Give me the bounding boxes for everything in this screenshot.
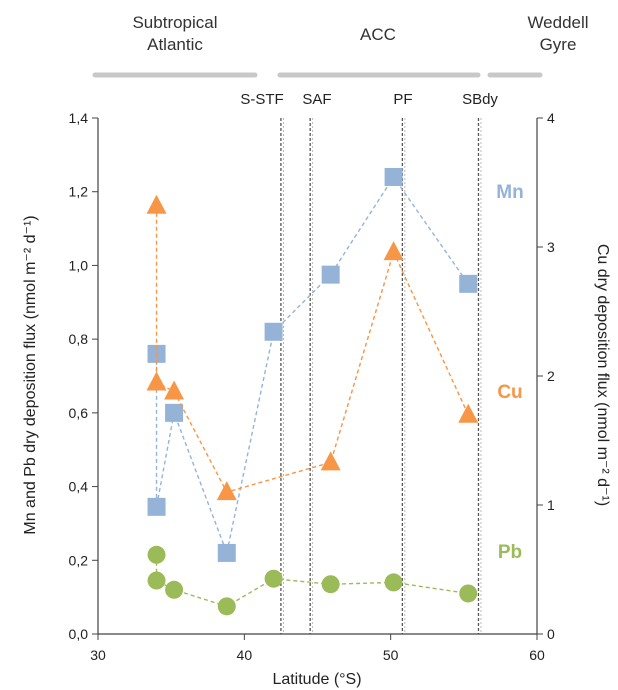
region-label: Gyre xyxy=(540,35,577,54)
pb-point xyxy=(459,584,478,603)
right-y-tick-label: 0 xyxy=(547,626,555,642)
left-y-tick-label: 1,2 xyxy=(69,184,89,200)
mn-point xyxy=(459,274,478,293)
pb-series-label: Pb xyxy=(498,542,522,563)
x-axis-title: Latitude (°S) xyxy=(272,671,361,688)
front-label-saf: SAF xyxy=(302,91,331,108)
cu-point xyxy=(383,241,404,261)
mn-point xyxy=(217,543,236,562)
left-y-tick-label: 1,4 xyxy=(69,110,89,126)
region-label: ACC xyxy=(360,25,396,44)
cu-line xyxy=(155,205,469,493)
mn-point xyxy=(147,497,166,516)
cu-point xyxy=(146,194,167,214)
right-y-axis-title: Cu dry deposition flux (nmol m⁻² d⁻¹) xyxy=(594,244,611,506)
pb-point xyxy=(264,569,283,588)
region-headers: Subtropical Atlantic ACC Weddell Gyre xyxy=(92,13,589,78)
x-tick-label: 60 xyxy=(529,647,545,663)
cu-point xyxy=(216,481,237,501)
cu-point xyxy=(320,451,341,471)
x-tick-label: 40 xyxy=(237,647,253,663)
front-label-s-stf: S-STF xyxy=(240,91,283,108)
front-label-pf: PF xyxy=(393,91,412,108)
axes: 0,0 0,2 0,4 0,6 0,8 1,0 1,2 1,4 0 1 2 3 4 30 40 50 60 xyxy=(69,110,555,663)
left-y-tick-label: 0,8 xyxy=(69,331,89,347)
cu-point xyxy=(146,371,167,391)
cu-point xyxy=(164,380,185,400)
front-label-sbdy: SBdy xyxy=(462,91,498,108)
mn-line xyxy=(155,175,469,556)
right-y-tick-label: 1 xyxy=(547,497,555,513)
left-y-tick-label: 1,0 xyxy=(69,257,89,273)
mn-point xyxy=(384,167,403,186)
region-label: Atlantic xyxy=(147,35,203,54)
pb-point xyxy=(321,575,340,594)
mn-point xyxy=(321,265,340,284)
region-label: Weddell xyxy=(527,13,588,32)
left-y-tick-label: 0,0 xyxy=(69,626,89,642)
data-series: Mn Cu Pb xyxy=(146,167,524,616)
mn-point xyxy=(264,322,283,341)
left-y-tick-label: 0,6 xyxy=(69,405,89,421)
right-y-tick-label: 4 xyxy=(547,110,555,126)
right-y-tick-label: 3 xyxy=(547,239,555,255)
left-y-tick-label: 0,4 xyxy=(69,479,89,495)
left-y-tick-label: 0,2 xyxy=(69,552,89,568)
region-label: Subtropical xyxy=(132,13,217,32)
mn-point xyxy=(165,403,184,422)
mn-series-label: Mn xyxy=(496,182,523,203)
front-lines: S-STF SAF PF SBdy xyxy=(240,91,498,634)
left-y-axis-title: Mn and Pb dry deposition flux (nmol m⁻² … xyxy=(22,215,39,534)
x-tick-label: 30 xyxy=(90,647,106,663)
cu-series-label: Cu xyxy=(497,382,522,403)
pb-point xyxy=(165,580,184,599)
cu-point xyxy=(458,403,479,423)
pb-point xyxy=(384,573,403,592)
right-y-tick-label: 2 xyxy=(547,368,555,384)
pb-point xyxy=(147,545,166,564)
pb-point xyxy=(147,571,166,590)
x-tick-label: 50 xyxy=(383,647,399,663)
pb-point xyxy=(217,597,236,616)
